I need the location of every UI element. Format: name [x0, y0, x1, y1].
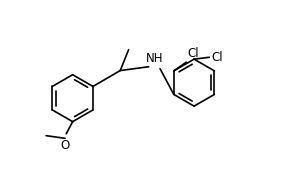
Text: Cl: Cl — [211, 51, 223, 64]
Text: O: O — [60, 139, 70, 152]
Text: Cl: Cl — [187, 47, 199, 60]
Text: NH: NH — [146, 52, 163, 65]
